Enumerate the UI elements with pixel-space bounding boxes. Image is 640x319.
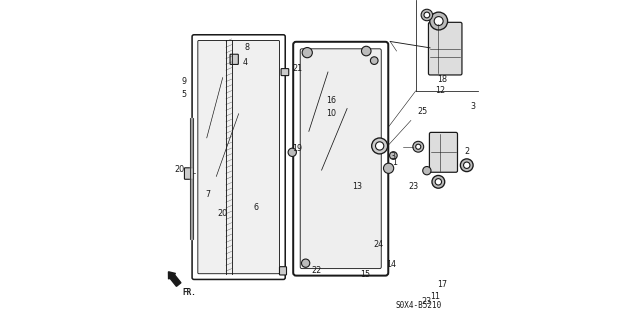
FancyBboxPatch shape [192,35,285,279]
Circle shape [434,17,443,26]
Circle shape [413,141,424,152]
Text: 25: 25 [417,107,428,116]
Text: 18: 18 [437,75,447,84]
FancyBboxPatch shape [280,267,287,275]
FancyBboxPatch shape [184,168,193,179]
Text: 10: 10 [326,109,336,118]
Circle shape [383,163,394,174]
Circle shape [302,48,312,58]
Text: 19: 19 [292,144,303,153]
Text: 5: 5 [182,90,187,99]
Circle shape [460,159,473,172]
FancyArrow shape [168,272,181,286]
Text: 3: 3 [470,102,476,111]
Text: 7: 7 [206,190,211,199]
Text: 8: 8 [244,43,249,52]
Text: 12: 12 [435,86,445,95]
FancyBboxPatch shape [429,132,458,172]
Circle shape [301,259,310,267]
Circle shape [432,175,445,188]
Text: 13: 13 [353,182,363,191]
Text: 9: 9 [182,77,187,86]
Circle shape [422,167,431,175]
Circle shape [435,179,442,185]
Text: FR.: FR. [182,288,196,297]
Text: 1: 1 [392,158,397,167]
Text: 4: 4 [243,58,248,67]
Circle shape [390,152,397,160]
FancyBboxPatch shape [293,42,388,276]
Circle shape [463,162,470,168]
Text: 16: 16 [326,96,336,105]
Text: 23: 23 [421,297,431,306]
Text: 6: 6 [253,203,259,212]
Text: 22: 22 [312,266,322,275]
FancyBboxPatch shape [281,69,289,76]
Text: 24: 24 [373,241,383,249]
FancyBboxPatch shape [198,41,280,274]
Circle shape [429,12,447,30]
Text: S0X4-B5210: S0X4-B5210 [396,301,442,310]
Text: 15: 15 [360,271,371,279]
Circle shape [288,148,296,157]
Circle shape [371,57,378,64]
Circle shape [424,12,429,18]
Circle shape [416,144,421,149]
FancyBboxPatch shape [230,54,238,64]
Text: 3: 3 [391,152,396,161]
Text: 21: 21 [292,64,303,73]
Text: 11: 11 [431,292,440,300]
Circle shape [421,9,433,21]
Circle shape [376,142,384,150]
Text: 17: 17 [437,280,447,289]
Text: 23: 23 [408,182,419,191]
Text: 20: 20 [217,209,227,218]
Circle shape [362,46,371,56]
FancyBboxPatch shape [428,22,462,75]
FancyBboxPatch shape [300,49,381,269]
Text: 2: 2 [464,147,469,156]
Circle shape [372,138,388,154]
Text: 14: 14 [386,260,396,269]
Text: 20: 20 [175,165,185,174]
